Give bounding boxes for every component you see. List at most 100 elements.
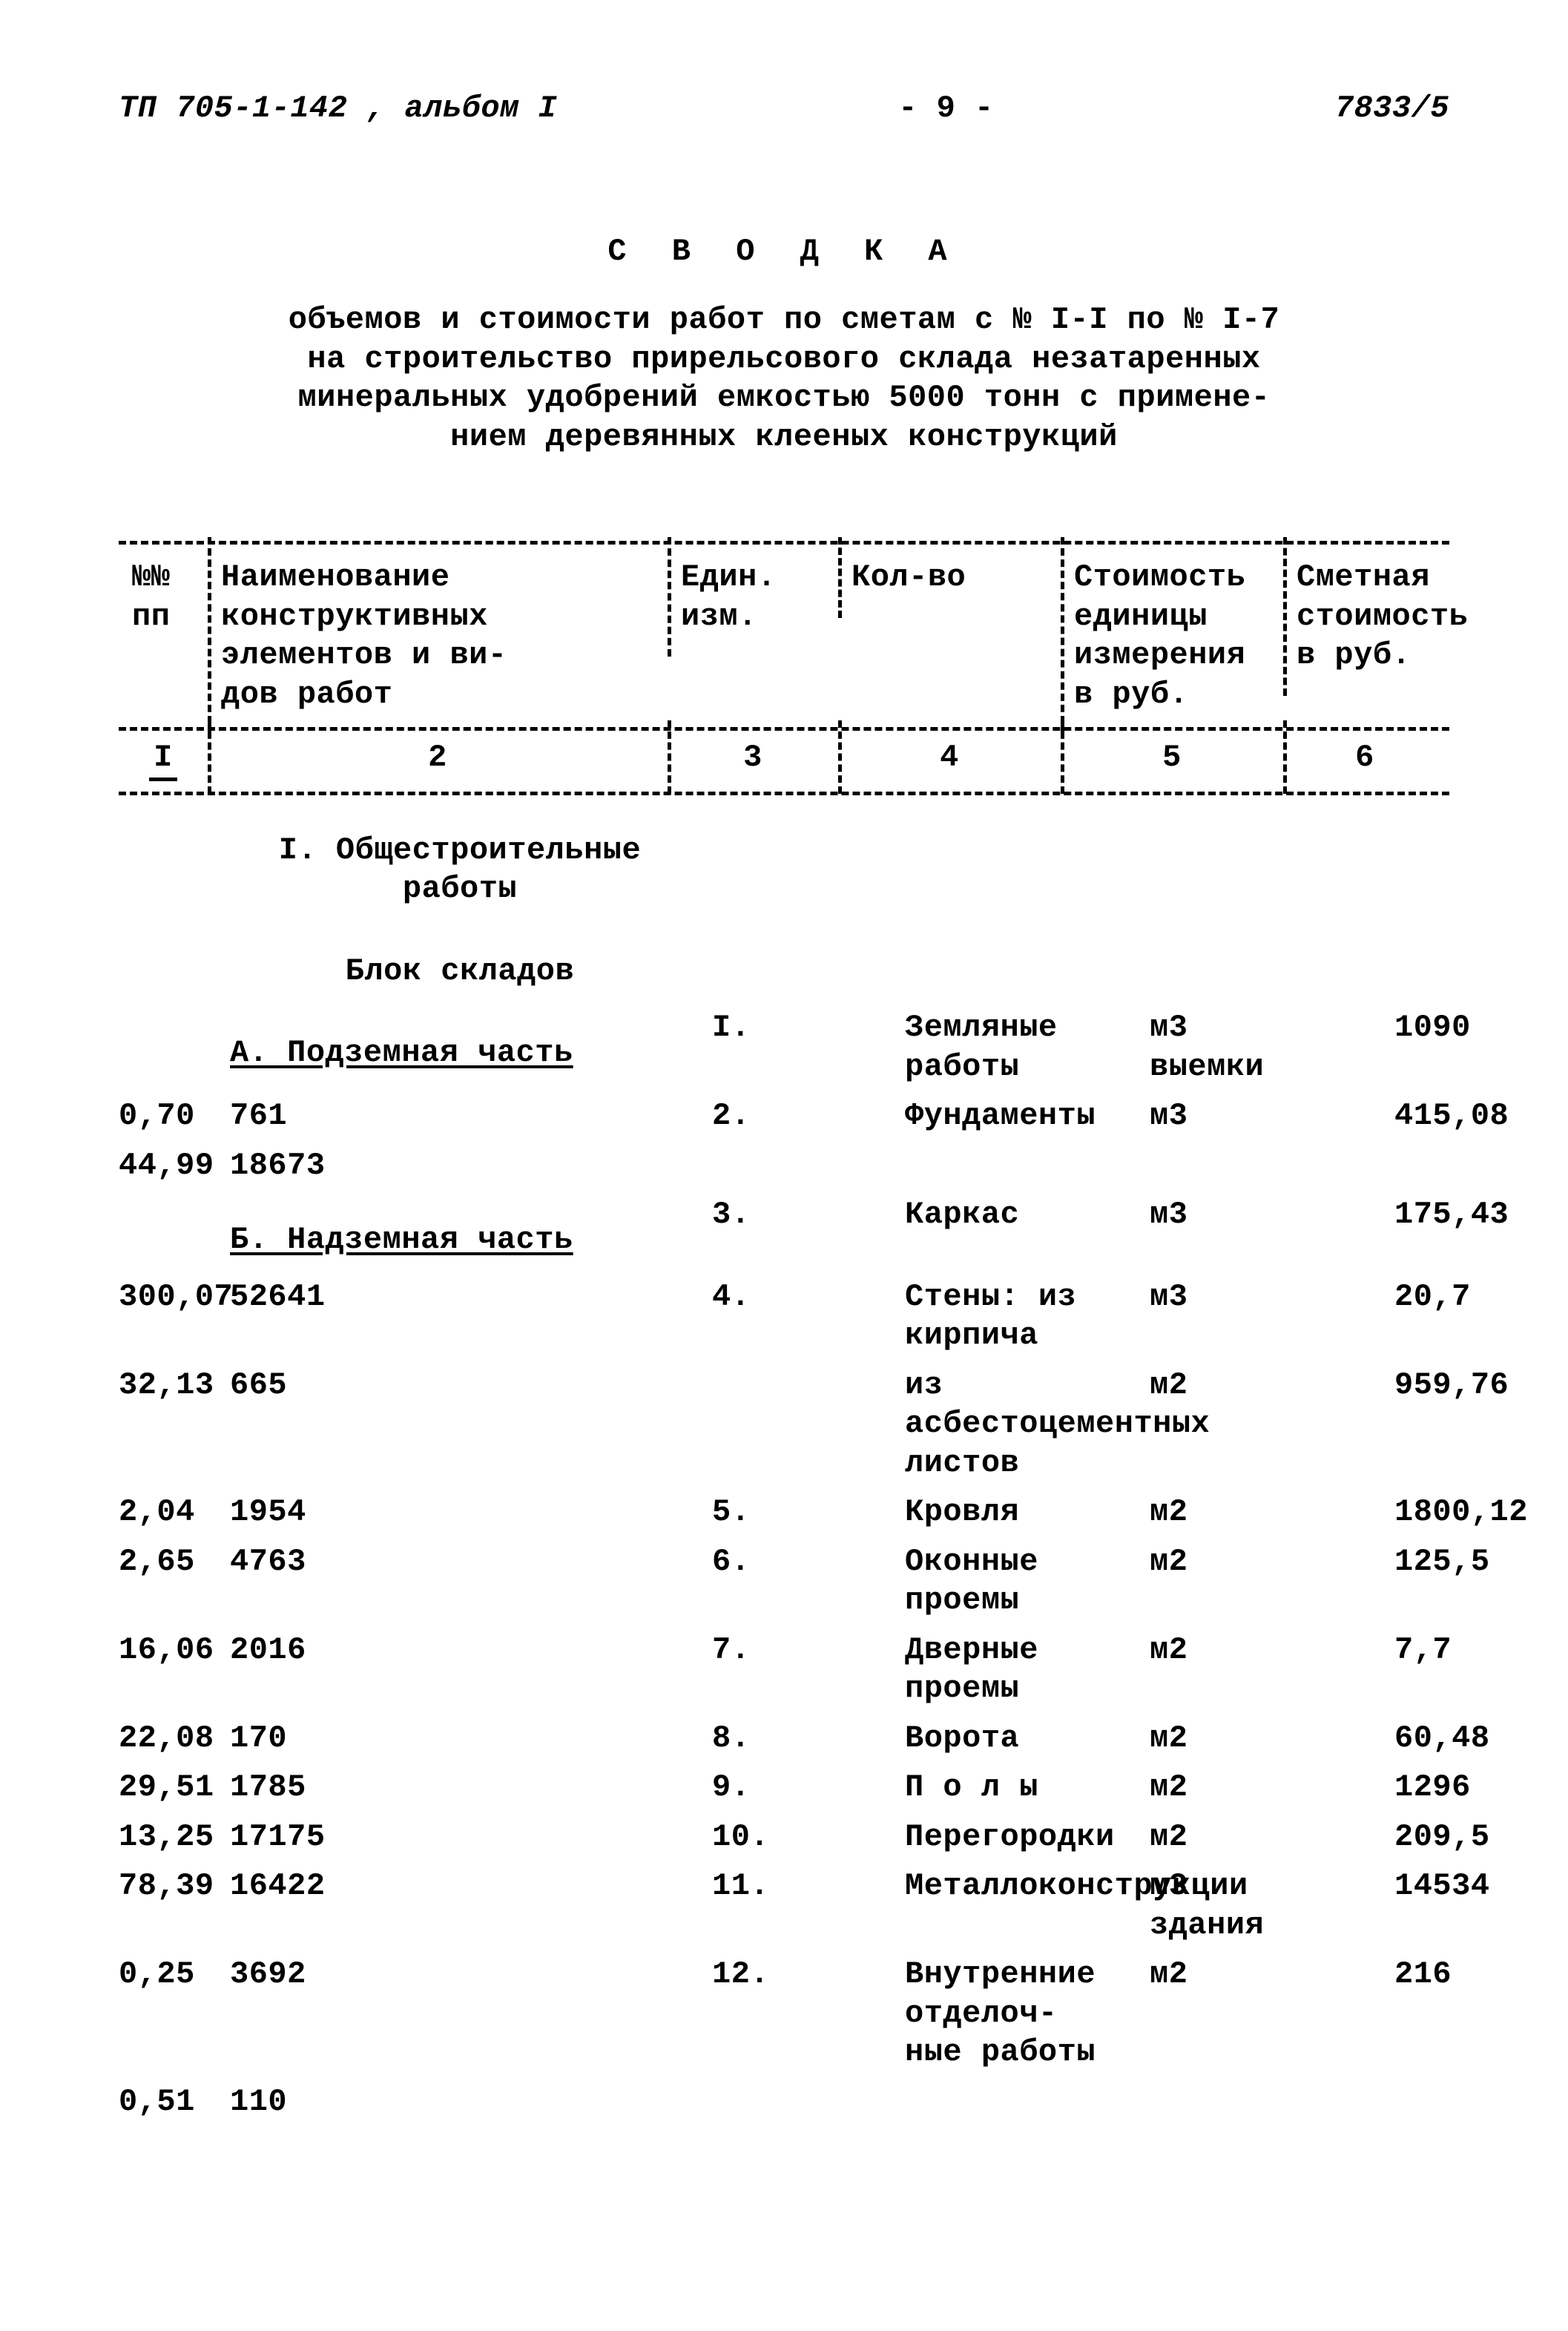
row-unit: м2 xyxy=(1150,1542,1372,1582)
row-number: 7. xyxy=(712,1631,883,1670)
row-quantity: 216 xyxy=(1394,1955,1558,1994)
row-unit-cost: 13,25 xyxy=(119,1818,208,1857)
row-quantity: 175,43 xyxy=(1394,1195,1558,1234)
row-quantity: 1090 xyxy=(1394,1008,1558,1048)
page-subtitle: объемов и стоимости работ по сметам с № … xyxy=(119,300,1449,456)
row-number: 10. xyxy=(712,1818,883,1857)
row-quantity: 7,7 xyxy=(1394,1631,1558,1670)
row-total: 18673 xyxy=(230,1146,690,1186)
row-name: Стены: из кирпича xyxy=(905,1278,1127,1355)
row-name: Фундаменты xyxy=(905,1097,1127,1136)
column-number: I xyxy=(119,731,208,792)
row-unit: м2 xyxy=(1150,1493,1372,1532)
row-quantity: 1800,12 xyxy=(1394,1493,1558,1532)
column-number: 3 xyxy=(668,731,838,788)
column-header-n: №№ пп xyxy=(119,545,208,649)
column-number: 4 xyxy=(838,731,1061,788)
row-quantity: 14534 xyxy=(1394,1867,1558,1906)
row-unit: м2 xyxy=(1150,1719,1372,1758)
row-total: 1954 xyxy=(230,1493,690,1532)
column-header-unit: Един. изм. xyxy=(668,545,838,649)
table-head: №№ ппНаименование конструктивных элемент… xyxy=(119,530,1449,806)
row-total: 2016 xyxy=(230,1631,690,1670)
row-quantity: 60,48 xyxy=(1394,1719,1558,1758)
row-total: 665 xyxy=(230,1366,690,1405)
row-unit-cost: 22,08 xyxy=(119,1719,208,1758)
row-unit: м2 xyxy=(1150,1818,1372,1857)
row-number: 2. xyxy=(712,1097,883,1136)
row-total: 761 xyxy=(230,1097,690,1136)
row-name: Внутренние отделоч- ные работы xyxy=(905,1955,1127,2072)
row-unit-cost: 0,25 xyxy=(119,1955,208,1994)
column-header-total: Сметная стоимость в руб. xyxy=(1283,545,1446,688)
row-unit: м2 xyxy=(1150,1631,1372,1670)
section-heading: Блок складов xyxy=(230,952,690,991)
row-unit-cost: 0,70 xyxy=(119,1097,208,1136)
row-name: Ворота xyxy=(905,1719,1127,1758)
row-number: 3. xyxy=(712,1195,883,1234)
row-total: 170 xyxy=(230,1719,690,1758)
page-header: ТП 705-1-142 , альбом I - 9 - 7833/5 xyxy=(119,89,1449,128)
section-heading: А. Подземная часть xyxy=(230,1033,690,1073)
row-name: Кровля xyxy=(905,1493,1127,1532)
row-unit: м3 выемки xyxy=(1150,1008,1372,1086)
column-header-qty: Кол-во xyxy=(838,545,1061,611)
column-number: 2 xyxy=(208,731,668,788)
row-name: Дверные проемы xyxy=(905,1631,1127,1709)
row-total: 52641 xyxy=(230,1278,690,1317)
row-total: 16422 xyxy=(230,1867,690,1906)
row-number: 11. xyxy=(712,1867,883,1906)
row-unit-cost: 2,65 xyxy=(119,1542,208,1582)
column-number: 6 xyxy=(1283,731,1446,788)
row-total: 17175 xyxy=(230,1818,690,1857)
row-unit: м2 xyxy=(1150,1955,1372,1994)
row-name: Земляные работы xyxy=(905,1008,1127,1086)
doc-code: ТП 705-1-142 , альбом I xyxy=(119,89,557,128)
row-number: 6. xyxy=(712,1542,883,1582)
row-unit-cost: 16,06 xyxy=(119,1631,208,1670)
row-quantity: 209,5 xyxy=(1394,1818,1558,1857)
row-unit: м2 xyxy=(1150,1366,1372,1405)
row-unit: м3 xyxy=(1150,1195,1372,1234)
row-number: 12. xyxy=(712,1955,883,1994)
row-name: из асбестоцементных листов xyxy=(905,1366,1127,1483)
row-total: 1785 xyxy=(230,1768,690,1807)
column-header-ucost: Стоимость единицы измерения в руб. xyxy=(1061,545,1283,727)
section-heading: Б. Надземная часть xyxy=(230,1220,690,1260)
row-name: Каркас xyxy=(905,1195,1127,1234)
row-name: Оконные проемы xyxy=(905,1542,1127,1620)
column-header-name: Наименование конструктивных элементов и … xyxy=(208,545,668,727)
row-unit-cost: 78,39 xyxy=(119,1867,208,1906)
row-quantity: 415,08 xyxy=(1394,1097,1558,1136)
row-name: Перегородки xyxy=(905,1818,1127,1857)
row-unit: м3 xyxy=(1150,1278,1372,1317)
row-total: 3692 xyxy=(230,1955,690,1994)
row-quantity: 125,5 xyxy=(1394,1542,1558,1582)
row-unit-cost: 44,99 xyxy=(119,1146,208,1186)
row-total: 110 xyxy=(230,2082,690,2122)
row-name: Металлоконструкции xyxy=(905,1867,1127,1906)
row-number: 5. xyxy=(712,1493,883,1532)
column-number: 5 xyxy=(1061,731,1283,788)
row-unit-cost: 29,51 xyxy=(119,1768,208,1807)
estimate-table: I. Общестроительные работы Блок складов … xyxy=(119,806,1449,2122)
doc-number: 7833/5 xyxy=(1335,89,1449,128)
row-number: 4. xyxy=(712,1278,883,1317)
page-title: С В О Д К А xyxy=(119,232,1449,272)
row-quantity: 1296 xyxy=(1394,1768,1558,1807)
row-unit: м3 xyxy=(1150,1097,1372,1136)
row-unit-cost: 0,51 xyxy=(119,2082,208,2122)
row-unit-cost: 300,07 xyxy=(119,1278,208,1317)
row-name: П о л ы xyxy=(905,1768,1127,1807)
row-number: I. xyxy=(712,1008,883,1048)
row-total: 4763 xyxy=(230,1542,690,1582)
page-number: - 9 - xyxy=(898,89,994,128)
row-unit-cost: 32,13 xyxy=(119,1366,208,1405)
row-quantity: 20,7 xyxy=(1394,1278,1558,1317)
row-number: 8. xyxy=(712,1719,883,1758)
section-heading: I. Общестроительные работы xyxy=(230,831,690,909)
row-number: 9. xyxy=(712,1768,883,1807)
row-unit: м2 xyxy=(1150,1768,1372,1807)
row-unit: м3 здания xyxy=(1150,1867,1372,1944)
row-quantity: 959,76 xyxy=(1394,1366,1558,1405)
